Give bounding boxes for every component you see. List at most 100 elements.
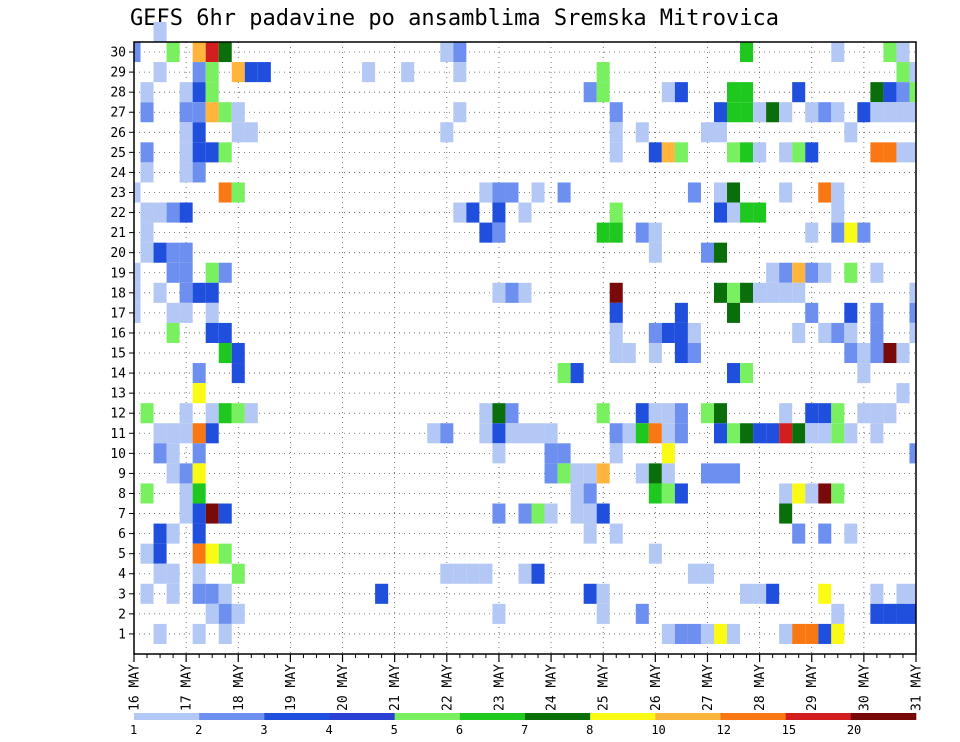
precip-cell <box>779 102 793 123</box>
precip-cell <box>218 543 232 564</box>
y-axis: 1234567891011121314151617181920212223242… <box>110 46 134 642</box>
precip-cell <box>727 82 741 103</box>
precip-cell <box>218 142 232 163</box>
precip-cell <box>792 423 806 444</box>
colorbar-swatch <box>264 713 330 720</box>
precip-cell <box>844 523 858 544</box>
precip-cell <box>583 483 597 504</box>
y-tick-label: 13 <box>110 387 126 402</box>
precip-cell <box>531 182 545 203</box>
precip-cell <box>727 282 741 303</box>
precip-cell <box>218 603 232 624</box>
precip-cell <box>713 102 728 123</box>
precip-cell <box>792 523 806 544</box>
precip-cell <box>909 583 916 604</box>
precip-cell <box>205 423 219 444</box>
precip-cell <box>727 202 741 223</box>
precip-cell <box>140 403 154 424</box>
precip-cell <box>257 62 271 83</box>
precip-cell <box>166 242 180 263</box>
precip-cell <box>492 503 506 524</box>
y-tick-label: 18 <box>110 286 126 301</box>
precip-cell <box>153 623 167 644</box>
precip-cell <box>779 503 793 524</box>
precip-cell <box>896 583 910 604</box>
precip-cell <box>844 222 858 243</box>
precip-cell <box>648 322 662 343</box>
precip-cell <box>831 603 845 624</box>
y-tick-label: 6 <box>118 527 126 542</box>
x-tick-label: 17 MAY <box>180 664 195 711</box>
precip-cell <box>453 42 467 63</box>
precip-cell <box>466 563 480 584</box>
precip-cell <box>231 342 245 364</box>
precip-cell <box>492 282 506 303</box>
y-tick-label: 25 <box>110 146 126 161</box>
precip-cell <box>179 82 193 103</box>
precip-cell <box>844 302 858 323</box>
precip-cell <box>896 102 910 123</box>
precip-cell <box>140 543 154 564</box>
precip-cell <box>166 423 180 444</box>
precip-cell <box>492 182 506 203</box>
y-tick-label: 28 <box>110 86 126 101</box>
precip-cell <box>700 623 714 644</box>
precip-cell <box>166 202 180 223</box>
precip-cell <box>700 122 714 143</box>
precip-cell <box>661 623 675 644</box>
precip-cell <box>648 342 662 364</box>
precip-cell <box>831 202 845 223</box>
colorbar-swatch <box>329 713 395 720</box>
y-tick-label: 17 <box>110 306 126 321</box>
precip-cell <box>192 122 206 143</box>
precip-cell <box>713 423 728 444</box>
precip-cell <box>205 302 219 323</box>
precip-cell <box>179 282 193 303</box>
x-tick-label: 25 MAY <box>597 664 612 711</box>
precip-cell <box>479 182 493 203</box>
precip-cell <box>609 342 623 364</box>
precip-cell <box>661 443 675 464</box>
precip-cell <box>674 342 688 364</box>
precip-cell <box>870 262 884 283</box>
precip-cell <box>792 82 806 103</box>
precip-cell <box>740 42 754 63</box>
precip-cell <box>205 62 219 83</box>
precip-cell <box>870 403 884 424</box>
precip-cell <box>740 142 754 163</box>
precip-cell <box>740 202 754 223</box>
precip-cell <box>609 202 623 223</box>
precip-cell <box>805 222 819 243</box>
colorbar-tick-label: 4 <box>326 723 333 737</box>
precip-cell <box>492 443 506 464</box>
precip-cell <box>557 182 571 203</box>
precip-cell <box>179 423 193 444</box>
precip-cell <box>792 483 806 504</box>
precip-cell <box>740 363 754 384</box>
precip-cell <box>166 262 180 283</box>
precip-cell <box>779 623 793 644</box>
colorbar-swatch <box>850 713 917 720</box>
precip-cell <box>505 423 519 444</box>
precip-cell <box>583 82 597 103</box>
precip-cell <box>218 322 232 343</box>
precip-cell <box>205 403 219 424</box>
precip-cell <box>453 62 467 83</box>
y-tick-label: 27 <box>110 106 126 121</box>
precip-cell <box>648 483 662 504</box>
precip-cell <box>700 403 714 424</box>
precip-cell <box>713 122 728 143</box>
precip-cell <box>727 102 741 123</box>
precip-cell <box>557 443 571 464</box>
y-tick-label: 26 <box>110 126 126 141</box>
precip-cell <box>713 182 728 203</box>
precip-cell <box>134 302 141 323</box>
precip-cell <box>218 583 232 604</box>
precip-cell <box>909 282 916 303</box>
y-tick-label: 15 <box>110 347 126 362</box>
precip-cell <box>583 503 597 524</box>
precip-cell <box>570 463 584 484</box>
precip-cell <box>166 443 180 464</box>
precip-cell <box>192 523 206 544</box>
precip-cell <box>622 342 636 364</box>
